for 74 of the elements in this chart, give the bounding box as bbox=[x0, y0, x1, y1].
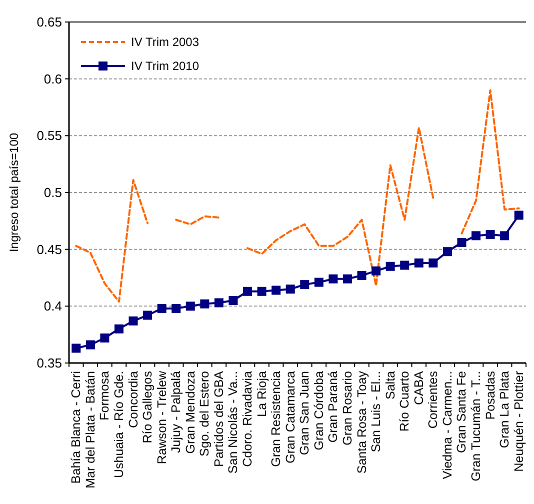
point bbox=[286, 284, 295, 294]
y-tick-label: 0.5 bbox=[44, 185, 62, 200]
x-tick-label: CABA bbox=[412, 370, 426, 406]
x-tick-label: Gran Córdoba bbox=[312, 370, 326, 450]
x-tick-label: Formosa bbox=[98, 370, 112, 420]
point bbox=[243, 286, 252, 296]
x-tick-label: La Rioja bbox=[254, 370, 269, 417]
point bbox=[200, 299, 210, 308]
x-tick-label: Jujuy - Palpalá bbox=[169, 370, 184, 453]
y-tick-label: 0.45 bbox=[36, 242, 62, 257]
point bbox=[500, 231, 510, 240]
point bbox=[172, 304, 181, 313]
x-tick-label: Santa Rosa - Toay bbox=[354, 370, 369, 474]
y-tick-label: 0.4 bbox=[44, 298, 62, 314]
x-tick-label: Concordia bbox=[126, 370, 140, 428]
legend-label: IV Trim 2010 bbox=[131, 59, 200, 74]
x-tick-label: Neuquén - Plottier bbox=[512, 371, 526, 472]
point bbox=[86, 340, 95, 350]
x-tick-label: Ushuaia - Río Gde. bbox=[112, 371, 126, 478]
y-axis-title: Ingreso total país=100 bbox=[7, 132, 21, 252]
x-tick-label: Viedma - Carmen... bbox=[440, 371, 454, 480]
point bbox=[414, 258, 424, 268]
point bbox=[143, 310, 152, 320]
x-tick-label: San Luis - El... bbox=[369, 371, 384, 452]
point bbox=[228, 296, 238, 305]
x-tick-label: Gran La Plata bbox=[498, 370, 512, 448]
x-tick-label: Partidos del GBA bbox=[212, 370, 226, 467]
point bbox=[428, 258, 438, 268]
point bbox=[186, 302, 195, 311]
point bbox=[372, 266, 381, 276]
point bbox=[342, 274, 352, 284]
point bbox=[72, 344, 81, 353]
point bbox=[300, 280, 310, 290]
point bbox=[386, 262, 395, 271]
x-tick-label: Gran Tucumán - T... bbox=[469, 371, 484, 482]
x-tick-label: Gran Mendoza bbox=[183, 370, 198, 454]
legend-label: IV Trim 2003 bbox=[131, 35, 200, 50]
point bbox=[400, 260, 410, 270]
point bbox=[314, 278, 324, 287]
x-tick-label: Posadas bbox=[483, 371, 498, 420]
x-tick-label: Sgo. del Estero bbox=[198, 370, 212, 456]
point bbox=[157, 304, 166, 313]
point bbox=[328, 274, 338, 284]
point bbox=[357, 270, 366, 280]
point bbox=[257, 286, 266, 296]
x-tick-label: Gran Resistencia bbox=[269, 370, 284, 467]
point bbox=[100, 333, 110, 342]
x-tick-label: Gran Santa Fe bbox=[454, 370, 469, 453]
x-tick-label: Corrientes bbox=[426, 371, 440, 429]
x-tick-label: San Nicolás - Va... bbox=[226, 371, 240, 474]
point bbox=[442, 247, 452, 256]
x-tick-label: Gran Paraná bbox=[326, 370, 340, 443]
x-tick-label: Río Gallegos bbox=[140, 371, 155, 444]
x-tick-label: Río Cuarto bbox=[398, 370, 412, 432]
x-tick-label: Bahía Blanca - Cerri bbox=[69, 371, 84, 484]
x-tick-label: Mar del Plata - Batán bbox=[83, 370, 98, 488]
point bbox=[272, 286, 281, 295]
point bbox=[457, 238, 466, 248]
point bbox=[128, 316, 138, 326]
y-tick-label: 0.65 bbox=[36, 14, 62, 30]
x-tick-label: Gran San Juan bbox=[298, 370, 312, 456]
point bbox=[486, 230, 495, 240]
point bbox=[214, 298, 224, 308]
point bbox=[514, 210, 524, 220]
point bbox=[472, 231, 481, 240]
x-tick-label: Salta bbox=[383, 370, 398, 400]
x-tick-label: Gran Rosario bbox=[340, 370, 354, 446]
y-tick-label: 0.55 bbox=[36, 128, 62, 144]
x-tick-label: Rawson - Trelew bbox=[154, 370, 169, 464]
y-tick-label: 0.35 bbox=[36, 356, 62, 371]
x-tick-label: Gran Catamarca bbox=[283, 370, 298, 464]
point bbox=[114, 324, 124, 334]
y-tick-label: 0.6 bbox=[44, 71, 62, 86]
x-tick-label: Cdoro. Rivadavia bbox=[240, 370, 255, 467]
